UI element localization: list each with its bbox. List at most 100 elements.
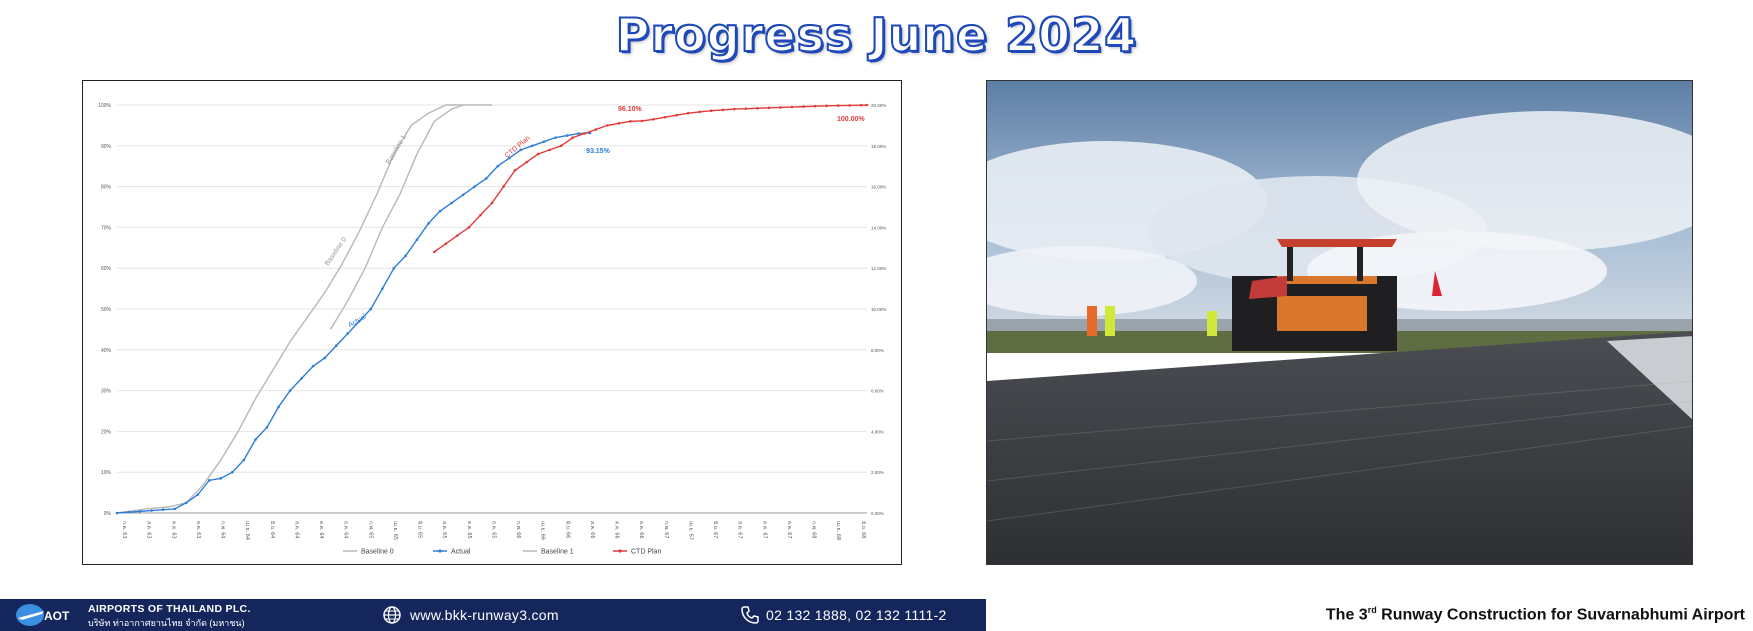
y-tick-label-left: 40% bbox=[101, 348, 112, 354]
x-tick-label: มิ.ย. 68 bbox=[860, 521, 867, 538]
data-point bbox=[456, 234, 459, 237]
data-point bbox=[652, 117, 655, 121]
data-point bbox=[219, 477, 223, 480]
y-tick-label-left: 80% bbox=[101, 185, 112, 191]
data-point bbox=[640, 119, 644, 123]
data-point bbox=[450, 201, 453, 205]
series-line-ctd-plan bbox=[433, 104, 868, 253]
data-point bbox=[438, 209, 442, 213]
data-point bbox=[571, 136, 575, 139]
phone-icon bbox=[741, 606, 759, 624]
y-tick-label-right: 16.00% bbox=[871, 185, 886, 190]
data-point bbox=[323, 356, 326, 360]
y-tick-label-right: 20.00% bbox=[871, 103, 886, 108]
data-point bbox=[392, 266, 396, 270]
x-tick-label: ก.พ. 67 bbox=[663, 521, 669, 538]
y-tick-label-left: 0% bbox=[104, 511, 112, 517]
legend-label: CTD Plan bbox=[631, 549, 661, 556]
data-point bbox=[277, 405, 280, 409]
data-point bbox=[606, 124, 609, 127]
y-tick-label-right: 2.00% bbox=[871, 470, 884, 475]
data-point bbox=[802, 105, 805, 108]
data-point bbox=[369, 307, 373, 311]
footer-bar: AOT AIRPORTS OF THAILAND PLC. บริษัท ท่า… bbox=[0, 599, 986, 631]
org-name-th: บริษัท ท่าอากาศยานไทย จำกัด (มหาชน) bbox=[88, 618, 245, 628]
data-point bbox=[473, 185, 476, 188]
annotation-label: Baseline 0 bbox=[324, 236, 349, 267]
data-point bbox=[502, 185, 505, 188]
y-tick-label-right: 10.00% bbox=[871, 307, 886, 312]
data-point bbox=[767, 106, 771, 110]
legend-marker bbox=[618, 549, 622, 553]
data-point bbox=[525, 160, 528, 164]
data-point bbox=[617, 122, 621, 125]
data-point bbox=[300, 377, 303, 380]
data-point bbox=[583, 132, 586, 135]
data-point bbox=[733, 107, 736, 111]
x-tick-label: ต.ค. 63 bbox=[170, 521, 176, 539]
x-tick-label: ก.พ. 65 bbox=[367, 521, 373, 538]
data-point bbox=[490, 201, 494, 205]
x-tick-label: เม.ย. 68 bbox=[835, 521, 841, 540]
data-point bbox=[513, 168, 517, 172]
data-point bbox=[208, 479, 211, 482]
data-point bbox=[675, 113, 678, 117]
data-point bbox=[173, 507, 176, 511]
data-point bbox=[594, 128, 598, 131]
page-title: Progress June 2024 bbox=[615, 7, 1138, 63]
data-point bbox=[559, 144, 563, 148]
data-point bbox=[536, 152, 540, 156]
data-point bbox=[358, 319, 361, 323]
data-point bbox=[531, 144, 534, 148]
y-tick-label-left: 50% bbox=[101, 307, 112, 313]
data-point bbox=[265, 426, 269, 429]
y-tick-label-right: 18.00% bbox=[871, 144, 886, 149]
logo-text: AOT bbox=[44, 609, 70, 623]
data-point bbox=[565, 134, 569, 137]
data-point bbox=[415, 238, 419, 241]
website-link[interactable]: www.bkk-runway3.com bbox=[410, 607, 559, 623]
legend-label: Baseline 1 bbox=[541, 549, 574, 556]
data-point bbox=[184, 501, 188, 505]
data-point bbox=[744, 107, 748, 110]
x-tick-label: มิ.ย. 67 bbox=[712, 521, 719, 538]
data-point bbox=[548, 148, 551, 152]
data-point bbox=[231, 470, 234, 474]
data-point bbox=[138, 510, 142, 513]
x-tick-label: ต.ค. 64 bbox=[318, 521, 324, 539]
y-tick-label-left: 30% bbox=[101, 389, 112, 395]
data-point bbox=[629, 120, 632, 123]
data-point bbox=[461, 193, 465, 197]
y-tick-label-left: 20% bbox=[101, 429, 112, 435]
data-point bbox=[508, 156, 511, 160]
x-tick-label: ส.ค. 65 bbox=[441, 521, 447, 539]
data-point bbox=[709, 109, 713, 113]
y-tick-label-left: 60% bbox=[101, 266, 112, 272]
x-tick-label: ก.ค. 63 bbox=[121, 521, 127, 539]
phone-number[interactable]: 02 132 1888, 02 132 1111-2 bbox=[766, 607, 947, 623]
annotation-label: 100.00% bbox=[837, 116, 865, 123]
data-point bbox=[161, 508, 165, 512]
project-name-post: Runway Construction for Suvarnabhumi Air… bbox=[1376, 606, 1745, 624]
y-tick-label-left: 10% bbox=[101, 470, 112, 476]
y-tick-label-right: 4.00% bbox=[871, 429, 884, 434]
data-point bbox=[311, 364, 315, 368]
data-point bbox=[444, 242, 448, 246]
series-line-baseline-1 bbox=[329, 104, 464, 330]
data-point bbox=[288, 389, 292, 392]
org-name-en: AIRPORTS OF THAILAND PLC. bbox=[88, 603, 251, 615]
data-point bbox=[346, 332, 350, 335]
project-name: The 3rd Runway Construction for Suvarnab… bbox=[1326, 605, 1745, 624]
x-tick-label: ก.พ. 68 bbox=[811, 521, 817, 538]
runway-paving-photo bbox=[986, 80, 1693, 565]
data-point bbox=[825, 104, 828, 108]
data-point bbox=[836, 104, 840, 107]
x-tick-label: ต.ค. 67 bbox=[761, 521, 767, 539]
x-tick-label: ส.ค. 66 bbox=[589, 521, 595, 539]
data-point bbox=[779, 106, 782, 109]
annotation-label: Baseline 1 bbox=[385, 134, 407, 166]
data-point bbox=[756, 106, 759, 110]
x-tick-label: ก.พ. 66 bbox=[515, 521, 521, 538]
x-tick-label: เม.ย. 66 bbox=[540, 521, 546, 540]
data-point bbox=[663, 115, 667, 119]
